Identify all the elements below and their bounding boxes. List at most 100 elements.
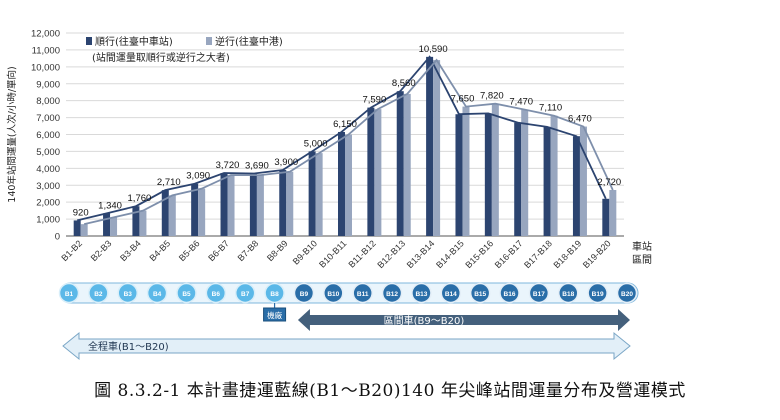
station-marker	[205, 282, 227, 304]
y-tick-label: 4,000	[36, 164, 60, 175]
bar-reverse	[198, 188, 206, 236]
bar-reverse	[139, 210, 147, 236]
bar-forward	[396, 91, 404, 237]
bar-reverse	[462, 106, 470, 237]
x-tick-label: B8-B9	[265, 238, 290, 263]
station-label: B17	[533, 291, 545, 298]
bar-forward	[338, 131, 345, 236]
bar-reverse	[521, 109, 529, 236]
x-tick-label: B13-B14	[405, 238, 437, 270]
station-marker	[264, 282, 285, 304]
data-label: 7,470	[509, 97, 533, 108]
station-label: B20	[621, 291, 633, 298]
station-marker	[146, 282, 168, 304]
bar-forward	[279, 170, 287, 236]
bar-reverse	[491, 103, 499, 236]
bar-forward	[73, 220, 81, 236]
x-axis-unit-label: 區間	[632, 254, 652, 266]
bar-forward	[161, 190, 169, 236]
station-marker	[440, 282, 462, 304]
station-label: B2	[94, 291, 103, 298]
bar-forward	[426, 56, 434, 236]
station-marker	[528, 282, 550, 304]
bar-reverse	[168, 195, 176, 236]
bar-forward	[455, 114, 463, 236]
bar-reverse	[433, 60, 441, 236]
y-tick-label: 7,000	[36, 113, 60, 124]
x-tick-label: B11-B12	[346, 238, 377, 269]
y-tick-label: 5,000	[36, 147, 60, 158]
x-tick-label: B15-B16	[463, 238, 495, 270]
station-marker	[381, 282, 403, 304]
legend-note: (站間運量取順行或逆行之大者)	[92, 51, 230, 64]
data-label: 3,090	[186, 171, 210, 182]
y-tick-label: 12,000	[31, 29, 60, 40]
bar-reverse	[609, 189, 617, 236]
data-label: 1,760	[128, 193, 152, 204]
x-tick-label: B16-B17	[493, 238, 525, 270]
x-tick-label: B7-B8	[236, 238, 261, 263]
station-marker	[293, 282, 315, 304]
x-tick-label: B5-B6	[177, 238, 202, 263]
bar-forward	[220, 173, 228, 236]
station-label: B4	[153, 291, 162, 298]
station-label: B7	[241, 291, 250, 298]
x-tick-label: B12-B13	[375, 238, 407, 270]
chart-canvas: 0 1,000 2,000 3,000 4,000 5,000 6,000 7,000 8,00…	[6, 29, 652, 361]
station-label: B15	[474, 291, 486, 298]
data-label: 10,590	[419, 44, 448, 55]
series-line-reverse	[83, 58, 614, 226]
data-label: 5,000	[304, 138, 328, 149]
x-tick-label: B3-B4	[118, 238, 143, 263]
station-label: B13	[415, 291, 427, 298]
bar-forward	[103, 213, 111, 236]
x-tick-label: B19-B20	[581, 238, 613, 270]
bar-forward	[191, 183, 199, 236]
bar-reverse	[550, 115, 558, 236]
station-marker	[352, 282, 373, 304]
x-tick-label: B14-B15	[434, 238, 466, 270]
bar-reverse	[286, 171, 294, 236]
y-tick-label: 0	[55, 232, 60, 243]
bar-reverse	[345, 134, 352, 236]
data-label: 3,720	[216, 160, 240, 171]
bar-forward	[484, 113, 492, 236]
station-label: B12	[386, 291, 398, 298]
station-label: B16	[504, 291, 516, 298]
station-label: B1	[65, 291, 74, 298]
station-marker	[499, 282, 520, 304]
bar-forward	[602, 198, 610, 236]
x-axis-unit-label: 車站	[632, 240, 652, 253]
data-label: 7,590	[362, 95, 386, 106]
station-marker	[558, 282, 579, 304]
bar-reverse	[403, 93, 411, 237]
bar-forward	[514, 122, 522, 236]
full-service-label: 全程車(B1～B20)	[88, 340, 169, 353]
station-track	[59, 282, 639, 304]
bar-reverse	[579, 126, 587, 236]
y-tick-label: 8,000	[36, 96, 60, 107]
station-label: B11	[357, 291, 369, 298]
legend-swatch-forward	[86, 37, 92, 45]
data-label: 6,470	[568, 114, 592, 125]
bar-reverse	[256, 175, 264, 236]
bar-forward	[308, 151, 316, 236]
data-label: 3,900	[274, 157, 298, 168]
y-tick-label: 9,000	[36, 79, 60, 90]
x-tick-label: B17-B18	[522, 238, 554, 270]
bar-reverse	[110, 217, 118, 236]
depot-label: 機廠	[267, 310, 282, 320]
bar-reverse	[227, 175, 235, 236]
inner-service-arrow	[297, 309, 630, 331]
station-marker	[616, 282, 638, 304]
x-tick-label: B18-B19	[552, 238, 584, 270]
y-tick-label: 1,000	[36, 215, 60, 226]
bar-reverse	[80, 224, 88, 236]
station-marker	[88, 282, 109, 304]
station-label: B18	[562, 291, 574, 298]
station-marker	[411, 282, 432, 304]
data-label: 920	[73, 207, 89, 218]
legend-label-reverse: 逆行(往臺中港)	[215, 35, 283, 48]
station-label: B5	[182, 291, 191, 298]
station-label: B14	[445, 291, 457, 298]
